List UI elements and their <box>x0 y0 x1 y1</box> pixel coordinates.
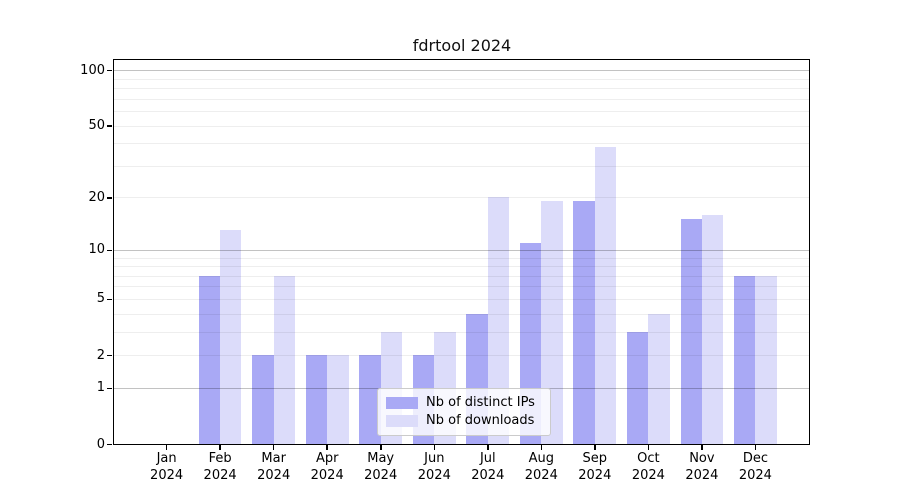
x-tick-month-text: Feb <box>208 451 232 466</box>
x-tick-oct <box>647 445 650 450</box>
y-tick-label-100: 100 <box>80 62 105 78</box>
y-tick-1 <box>107 387 112 390</box>
legend-label-downloads: Nb of downloads <box>426 413 535 428</box>
x-tick-year-text: 2024 <box>150 467 184 483</box>
x-tick-label-dec: Dec 2024 <box>727 451 783 484</box>
y-tick-10 <box>107 249 112 251</box>
x-tick-month-text: May <box>367 451 395 466</box>
x-tick-mar <box>272 445 275 450</box>
bar-downloads-aug <box>541 201 563 444</box>
bar-distinct-ips-oct <box>627 331 649 444</box>
x-tick-label-jul: Jul 2024 <box>460 451 516 484</box>
x-tick-month-text: Aug <box>528 451 554 466</box>
x-tick-aug <box>540 445 543 450</box>
x-tick-label-may: May 2024 <box>353 451 409 484</box>
x-tick-may <box>380 445 382 450</box>
legend-swatch-distinct-ips <box>386 397 418 409</box>
y-tick-0 <box>107 443 112 446</box>
legend: Nb of distinct IPs Nb of downloads <box>377 388 551 436</box>
legend-label-distinct-ips: Nb of distinct IPs <box>426 395 535 410</box>
x-tick-month-text: Mar <box>261 451 286 466</box>
x-tick-month-text: Nov <box>689 451 715 466</box>
y-tick-20 <box>107 197 112 199</box>
x-tick-label-jun: Jun 2024 <box>406 451 462 484</box>
x-tick-label-aug: Aug 2024 <box>513 451 569 484</box>
x-tick-jul <box>487 445 489 450</box>
y-tick-5 <box>107 298 112 301</box>
y-tick-label-2: 2 <box>96 347 105 363</box>
y-tick-label-20: 20 <box>88 189 105 205</box>
bar-downloads-sep <box>594 147 617 444</box>
y-tick-label-0: 0 <box>96 436 105 452</box>
x-tick-year-text: 2024 <box>417 467 451 483</box>
x-tick-label-sep: Sep 2024 <box>567 451 623 484</box>
x-tick-month-text: Sep <box>582 451 608 466</box>
y-tick-label-10: 10 <box>88 242 105 258</box>
bar-distinct-ips-dec <box>734 275 756 444</box>
x-tick-nov <box>701 445 703 450</box>
chart-title: fdrtool 2024 <box>412 36 512 55</box>
x-tick-year-text: 2024 <box>364 467 398 483</box>
x-tick-year-text: 2024 <box>685 467 719 483</box>
plot-area: Nb of distinct IPs Nb of downloads <box>113 59 810 445</box>
x-tick-feb <box>219 445 221 450</box>
x-tick-label-feb: Feb 2024 <box>192 451 248 484</box>
legend-item-distinct-ips: Nb of distinct IPs <box>386 395 542 411</box>
bar-downloads-nov <box>701 214 724 444</box>
y-tick-2 <box>107 354 112 357</box>
y-tick-label-1: 1 <box>96 380 105 396</box>
bar-distinct-ips-may <box>359 355 381 444</box>
bar-downloads-oct <box>648 313 670 444</box>
legend-swatch-downloads <box>386 415 418 427</box>
bar-downloads-jul <box>487 197 510 444</box>
x-tick-month-text: Jul <box>479 451 496 466</box>
x-tick-label-mar: Mar 2024 <box>246 451 302 484</box>
x-tick-label-jan: Jan 2024 <box>139 451 195 484</box>
x-tick-month-text: Apr <box>315 451 339 466</box>
bar-downloads-feb <box>220 230 242 444</box>
x-tick-apr <box>326 445 328 450</box>
x-tick-dec <box>754 445 757 450</box>
x-tick-year-text: 2024 <box>631 467 665 483</box>
y-tick-label-5: 5 <box>96 291 105 307</box>
y-tick-label-50: 50 <box>88 118 105 133</box>
x-tick-year-text: 2024 <box>203 467 237 483</box>
x-tick-year-text: 2024 <box>310 467 344 483</box>
bar-distinct-ips-nov <box>680 219 702 444</box>
x-tick-label-nov: Nov 2024 <box>674 451 730 484</box>
x-tick-year-text: 2024 <box>578 467 612 483</box>
y-tick-50 <box>107 125 112 127</box>
x-tick-year-text: 2024 <box>738 467 772 483</box>
x-tick-month-text: Dec <box>742 451 768 466</box>
x-tick-year-text: 2024 <box>471 467 505 483</box>
bar-distinct-ips-mar <box>252 355 274 444</box>
x-tick-sep <box>594 445 596 450</box>
x-tick-jan <box>165 445 168 450</box>
bar-downloads-dec <box>755 275 777 444</box>
x-tick-jun <box>433 445 435 450</box>
bar-downloads-mar <box>273 275 296 444</box>
x-tick-month-text: Jan <box>156 451 177 466</box>
x-tick-month-text: Oct <box>637 451 660 466</box>
bar-downloads-apr <box>327 355 349 444</box>
bar-distinct-ips-feb <box>198 275 221 444</box>
bar-distinct-ips-apr <box>305 355 328 444</box>
x-tick-year-text: 2024 <box>524 467 558 483</box>
bar-distinct-ips-sep <box>573 201 595 444</box>
y-tick-100 <box>107 69 112 72</box>
legend-item-downloads: Nb of downloads <box>386 413 542 429</box>
x-tick-month-text: Jun <box>424 451 445 466</box>
bars-layer <box>114 60 809 444</box>
x-tick-label-oct: Oct 2024 <box>620 451 676 484</box>
x-tick-year-text: 2024 <box>257 467 291 483</box>
x-tick-label-apr: Apr 2024 <box>299 451 355 484</box>
